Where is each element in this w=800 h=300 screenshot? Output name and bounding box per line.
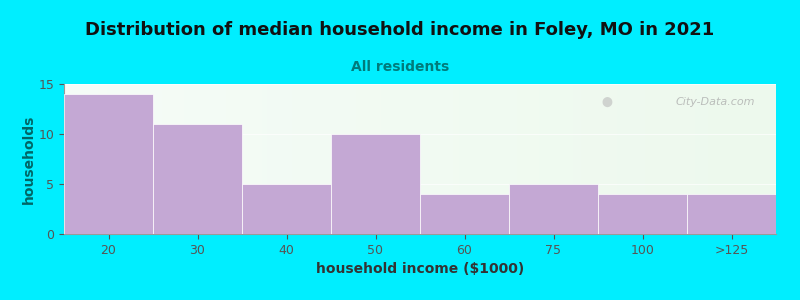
Bar (331, 134, 420, 234)
Bar (687, 194, 776, 234)
Bar (420, 194, 509, 234)
Y-axis label: households: households (22, 114, 36, 204)
Text: Distribution of median household income in Foley, MO in 2021: Distribution of median household income … (86, 21, 714, 39)
Text: All residents: All residents (351, 60, 449, 74)
Text: ⬤: ⬤ (602, 97, 613, 107)
Bar (64, 94, 153, 234)
Bar (598, 194, 687, 234)
Bar (153, 124, 242, 234)
X-axis label: household income ($1000): household income ($1000) (316, 262, 524, 276)
Text: City-Data.com: City-Data.com (675, 97, 754, 107)
Bar (509, 184, 598, 234)
Bar (242, 184, 331, 234)
